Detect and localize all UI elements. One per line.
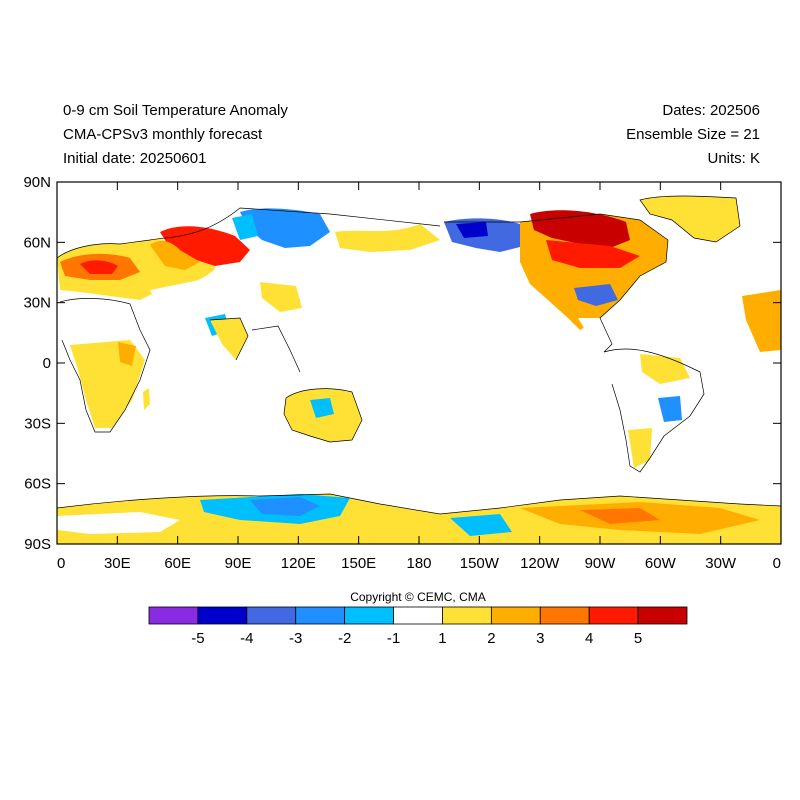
copyright-text: Copyright © CEMC, CMA [350,590,486,604]
west-africa-warm-edge [742,290,781,352]
central-america-land [578,318,612,352]
lon-tick-label: 0 [773,555,781,572]
colorbar-label: -2 [338,630,351,647]
alaska-cold-core [456,222,488,238]
units-label: Units: K [707,150,760,167]
lat-tick-label: 90N [23,174,51,191]
lon-tick-label: 90E [225,555,252,572]
initial-date: Initial date: 20250601 [63,150,207,167]
colorbar-label: 2 [487,630,495,647]
colorbar-swatch [295,606,346,625]
longitude-axis: 0 30E 60E 90E 120E 150E 180 150W 120W 90W 60W 30W 0 [56,182,782,572]
colorbar-swatch [637,606,688,625]
lon-tick-label: 120W [520,555,560,572]
central-asia-warm-patch [260,282,302,312]
southeast-asia-land [252,326,300,378]
lon-tick-label: 150W [460,555,500,572]
us-east-cold-anomaly [574,284,618,306]
india-land [210,318,248,360]
antarctica-hot-west [580,508,660,524]
far-east-warm [335,224,440,252]
lat-tick-label: 30S [24,415,51,432]
canada-hot-ring [546,240,640,268]
latitude-axis: 90N 60N 30N 0 30S 60S 90S [23,174,781,553]
colorbar-label: -5 [191,630,204,647]
patagonia-warm [628,428,652,468]
lon-tick-label: 60E [164,555,191,572]
new-zealand-land [396,432,412,452]
lon-tick-label: 60W [645,555,677,572]
coast-australia [283,388,363,443]
colorbar-swatch [539,606,590,625]
colorbar-swatch [490,606,541,625]
colorbar-swatch [588,606,639,625]
colorbar-label: -3 [289,630,302,647]
coast-greenland [639,195,741,243]
land-anomaly-layer [57,196,781,544]
antarctica-plain [57,512,180,534]
lon-tick-label: 30E [104,555,131,572]
colorbar-label: -1 [387,630,400,647]
world-map [56,181,782,545]
coastlines [57,195,781,515]
lon-tick-label: 150E [341,555,376,572]
coast-antarctica [57,493,781,515]
africa-warm-east [118,342,136,366]
australia-cool-patch [310,398,334,418]
colorbar-swatch [393,606,443,625]
colorbar-swatch [148,606,199,625]
south-america-cool-patch [658,396,682,422]
lon-tick-label: 90W [585,555,617,572]
colorbar: -5 -4 -3 -2 -1 1 2 3 4 5 [148,606,688,647]
greenland-warm [640,196,740,242]
colorbar-label: -4 [240,630,253,647]
colorbar-label: 1 [438,630,446,647]
lat-tick-label: 0 [43,355,51,372]
colorbar-label: 5 [634,630,642,647]
lat-tick-label: 60S [24,476,51,493]
antarctica-cold-core [250,497,320,516]
colorbar-swatch [442,606,492,625]
lat-tick-label: 30N [23,295,51,312]
coast-eurasia [57,207,441,433]
lon-tick-label: 30W [705,555,737,572]
europe-hot-core [80,260,118,274]
map-title: 0-9 cm Soil Temperature Anomaly [63,102,288,119]
east-siberia-cool-edge [232,214,258,240]
siberia-warm-ring [150,240,200,270]
ensemble-size: Ensemble Size = 21 [626,126,760,143]
lon-tick-label: 180 [406,555,431,572]
canada-hot-core [530,210,630,248]
coast-americas [444,213,705,473]
antarctica-cold-ross [450,514,512,536]
lat-tick-label: 60N [23,234,51,251]
lon-tick-label: 120E [281,555,316,572]
colorbar-swatch [246,606,297,625]
siberia-hot-anomaly [160,226,250,266]
colorbar-label: 4 [585,630,593,647]
map-subtitle: CMA-CPSv3 monthly forecast [63,126,263,143]
forecast-dates: Dates: 202506 [662,102,760,119]
colorbar-swatch [197,606,248,625]
lat-tick-label: 90S [24,536,51,553]
madagascar-land [143,388,150,410]
colorbar-swatch [344,606,394,625]
lon-tick-label: 0 [57,555,65,572]
colorbar-label: 3 [536,630,544,647]
east-siberia-cold-anomaly [240,208,330,248]
